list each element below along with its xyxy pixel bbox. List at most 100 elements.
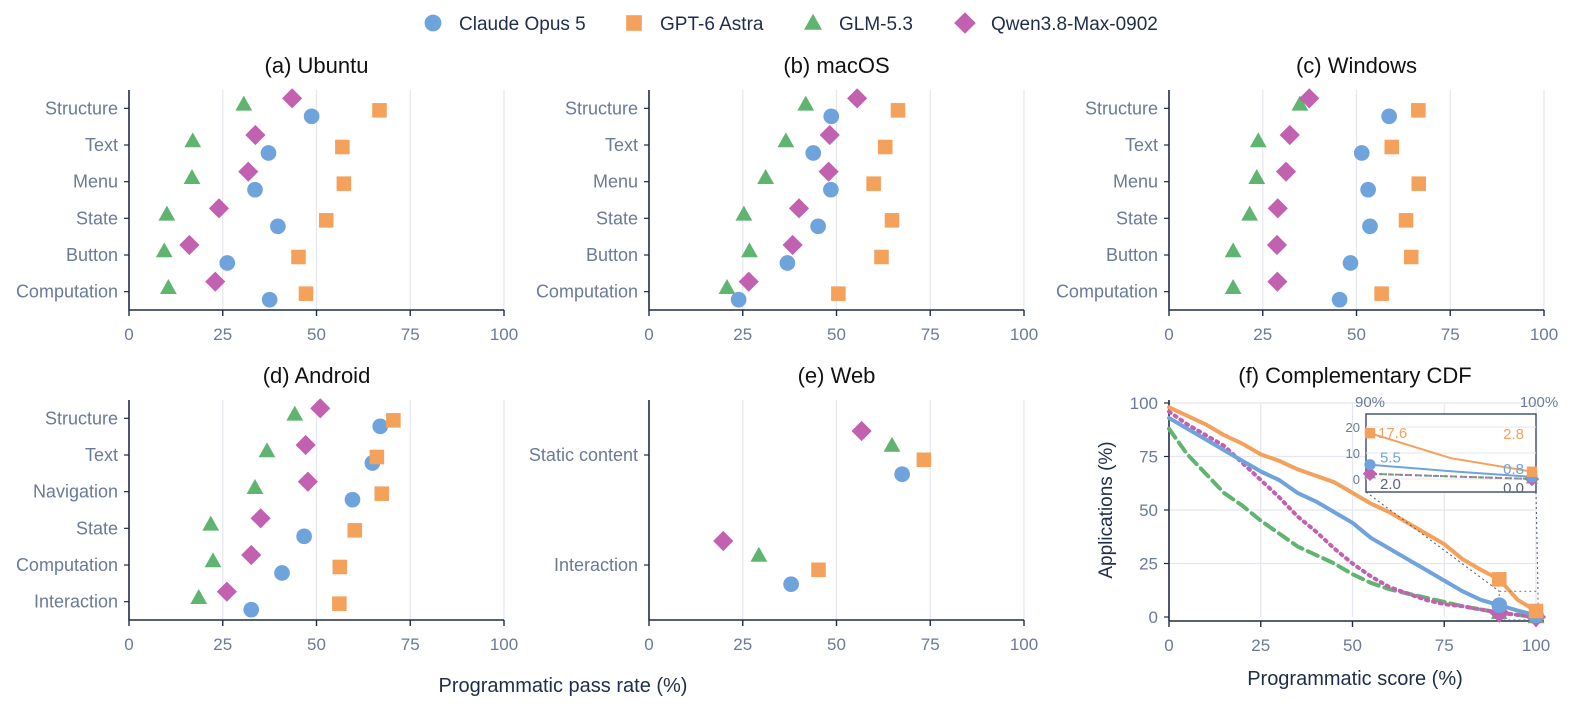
inset-series-line <box>1369 472 1533 480</box>
point-square <box>1492 572 1507 587</box>
point-circle <box>783 576 799 593</box>
point-diamond <box>851 420 872 442</box>
x-tick-label: 0 <box>124 635 133 654</box>
point-square <box>916 452 932 468</box>
x-tick-label: 25 <box>1251 636 1270 655</box>
point-triangle <box>159 278 177 294</box>
inset-x-tick-label: 90% <box>1355 394 1385 411</box>
inset-y-tick-label: 0 <box>1353 472 1360 487</box>
point-square <box>831 286 846 301</box>
point-square <box>318 213 334 228</box>
point-triangle <box>1248 168 1266 184</box>
inset-annotation: 0.0 <box>1503 480 1524 497</box>
panel-1: 0 25 50 75 100 (b) macOS Structure Text Menu Stat… <box>536 53 1038 344</box>
x-tick-label: 50 <box>1347 325 1366 344</box>
point-circle <box>260 145 277 161</box>
category-label: Button <box>586 245 638 265</box>
point-triangle <box>797 95 815 111</box>
point-diamond <box>216 581 237 602</box>
point-circle <box>1331 291 1348 308</box>
point-circle <box>243 601 260 618</box>
inset-annotation: 2.0 <box>1380 476 1401 493</box>
y-axis-label: Applications (%) <box>1096 441 1117 578</box>
category-label: Menu <box>593 172 638 192</box>
point-circle <box>1342 255 1359 271</box>
point-circle <box>261 291 278 308</box>
point-circle <box>1491 597 1508 614</box>
category-label: Computation <box>1056 282 1158 302</box>
inset-point-diamond <box>1362 466 1378 481</box>
point-triangle <box>158 205 176 221</box>
point-square <box>890 103 906 118</box>
shared-x-label: Programmatic pass rate (%) <box>439 675 688 697</box>
legend-label: Qwen3.8-Max-0902 <box>991 14 1158 35</box>
point-triangle <box>718 278 736 294</box>
x-tick-label: 75 <box>401 325 420 344</box>
point-square <box>1403 249 1419 265</box>
point-square <box>298 286 314 301</box>
point-square <box>884 213 900 228</box>
x-tick-label: 0 <box>1164 636 1173 655</box>
point-circle <box>372 418 389 435</box>
point-square <box>1411 103 1426 118</box>
point-square <box>372 103 387 118</box>
point-triangle <box>1241 205 1259 221</box>
point-triangle <box>735 205 753 221</box>
point-circle <box>823 108 840 125</box>
point-triangle <box>1224 242 1242 258</box>
point-diamond <box>819 124 840 146</box>
point-circle <box>247 181 263 198</box>
point-square <box>332 596 347 611</box>
x-tick-label: 0 <box>644 325 653 344</box>
x-axis-label: Programmatic score (%) <box>1247 668 1463 690</box>
point-triangle <box>155 242 173 258</box>
point-triangle <box>235 95 253 111</box>
x-tick-label: 75 <box>1441 325 1460 344</box>
point-diamond <box>1279 124 1300 146</box>
point-diamond <box>205 271 226 292</box>
inset-point-square <box>1526 466 1538 477</box>
category-label: Interaction <box>554 555 638 575</box>
point-triangle <box>750 546 768 562</box>
category-label: Text <box>1125 135 1158 155</box>
x-tick-label: 100 <box>490 635 518 654</box>
point-circle <box>1360 181 1376 198</box>
point-diamond <box>179 234 200 256</box>
point-circle <box>823 181 839 198</box>
point-square <box>291 249 306 265</box>
point-square <box>1411 176 1427 191</box>
category-label: Structure <box>1085 98 1158 118</box>
category-label: Interaction <box>34 592 118 612</box>
point-diamond <box>1299 88 1320 109</box>
point-circle <box>344 491 361 508</box>
panel-0: 0 25 50 75 100 (a) Ubuntu Structure Text Menu Sta… <box>16 53 518 344</box>
point-circle <box>810 218 826 235</box>
series-line <box>1167 416 1538 618</box>
point-triangle <box>1291 95 1309 111</box>
point-circle <box>219 255 236 271</box>
x-tick-label: 25 <box>213 325 232 344</box>
point-circle <box>303 108 320 125</box>
legend-label: GLM-5.3 <box>839 14 913 35</box>
point-square <box>335 139 350 155</box>
point-triangle <box>190 588 208 604</box>
point-diamond <box>818 161 839 182</box>
point-triangle <box>246 478 264 494</box>
y-tick-label: 100 <box>1130 394 1158 413</box>
point-triangle <box>741 242 758 258</box>
inset-y-tick-label: 10 <box>1346 446 1360 461</box>
panel-2: 0 25 50 75 100 (c) Windows Structure Text Menu St… <box>1056 53 1558 344</box>
x-tick-label: 50 <box>827 635 846 654</box>
connector-line <box>1365 491 1500 592</box>
x-tick-label: 50 <box>307 325 326 344</box>
point-diamond <box>245 124 266 146</box>
panel-title: (c) Windows <box>1296 53 1417 78</box>
point-square <box>1374 286 1389 301</box>
y-tick-label: 0 <box>1149 608 1158 627</box>
category-label: State <box>76 208 118 228</box>
point-circle <box>1362 218 1378 235</box>
point-diamond <box>297 471 318 492</box>
point-circle <box>894 466 910 483</box>
